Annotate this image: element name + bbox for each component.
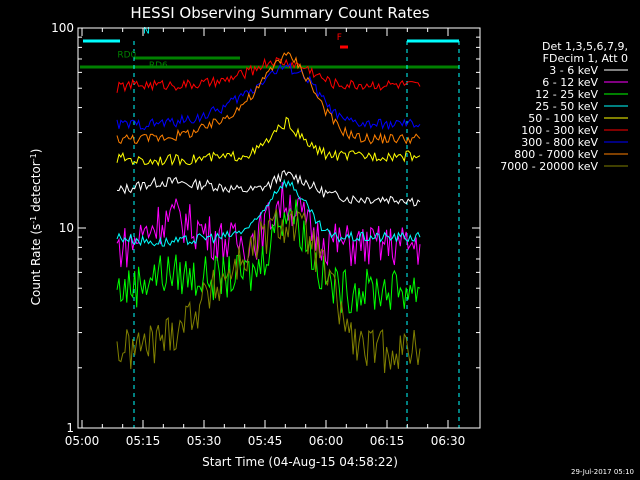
- y-tick-label: 1: [66, 421, 74, 435]
- x-tick-label: 05:45: [248, 434, 283, 448]
- x-tick-label: 06:15: [370, 434, 405, 448]
- y-tick-label: 10: [59, 221, 74, 235]
- annotation-rd6: RD6: [149, 61, 168, 71]
- legend-entry-label: 7000 - 20000 keV: [500, 160, 598, 173]
- y-axis-label: Count Rate (s-1 detector-1): [29, 149, 44, 306]
- legend-header-line: FDecim 1, Att 0: [543, 52, 628, 65]
- x-axis-label: Start Time (04-Aug-15 04:58:22): [202, 455, 398, 469]
- legend-entry-label: 50 - 100 keV: [528, 112, 598, 125]
- series-line-3-6keV: [116, 169, 421, 207]
- series-line-7000-20000keV: [116, 208, 421, 374]
- x-tick-label: 06:00: [309, 434, 344, 448]
- legend-entry-label: 100 - 300 keV: [521, 124, 598, 137]
- series-line-300-800keV: [116, 62, 421, 131]
- series-line-6-12keV: [116, 182, 421, 268]
- footer-timestamp: 29-Jul-2017 05:10: [571, 468, 634, 476]
- series-line-50-100keV: [116, 116, 421, 167]
- series-line-12-25keV: [116, 199, 421, 314]
- annotation-n: N: [143, 26, 150, 36]
- legend-entry-label: 6 - 12 keV: [542, 76, 598, 89]
- annotation-f: F: [337, 33, 342, 43]
- annotation-rd0: RD0: [117, 51, 136, 61]
- x-tick-label: 06:30: [431, 434, 466, 448]
- legend-entry-label: 25 - 50 keV: [535, 100, 598, 113]
- chart-title: HESSI Observing Summary Count Rates: [130, 4, 429, 22]
- legend-entry-label: 3 - 6 keV: [549, 64, 598, 77]
- x-tick-label: 05:30: [187, 434, 222, 448]
- legend-entry-label: 12 - 25 keV: [535, 88, 598, 101]
- series-line-25-50keV: [116, 178, 421, 247]
- y-tick-label: 100: [51, 21, 74, 35]
- legend-entry-label: 800 - 7000 keV: [514, 148, 598, 161]
- series-line-100-300keV: [116, 56, 421, 93]
- legend-entry-label: 300 - 800 keV: [521, 136, 598, 149]
- x-tick-label: 05:15: [126, 434, 161, 448]
- legend-header-line: Det 1,3,5,6,7,9,: [542, 40, 628, 53]
- series-line-800-7000keV: [116, 51, 421, 145]
- x-tick-label: 05:00: [65, 434, 100, 448]
